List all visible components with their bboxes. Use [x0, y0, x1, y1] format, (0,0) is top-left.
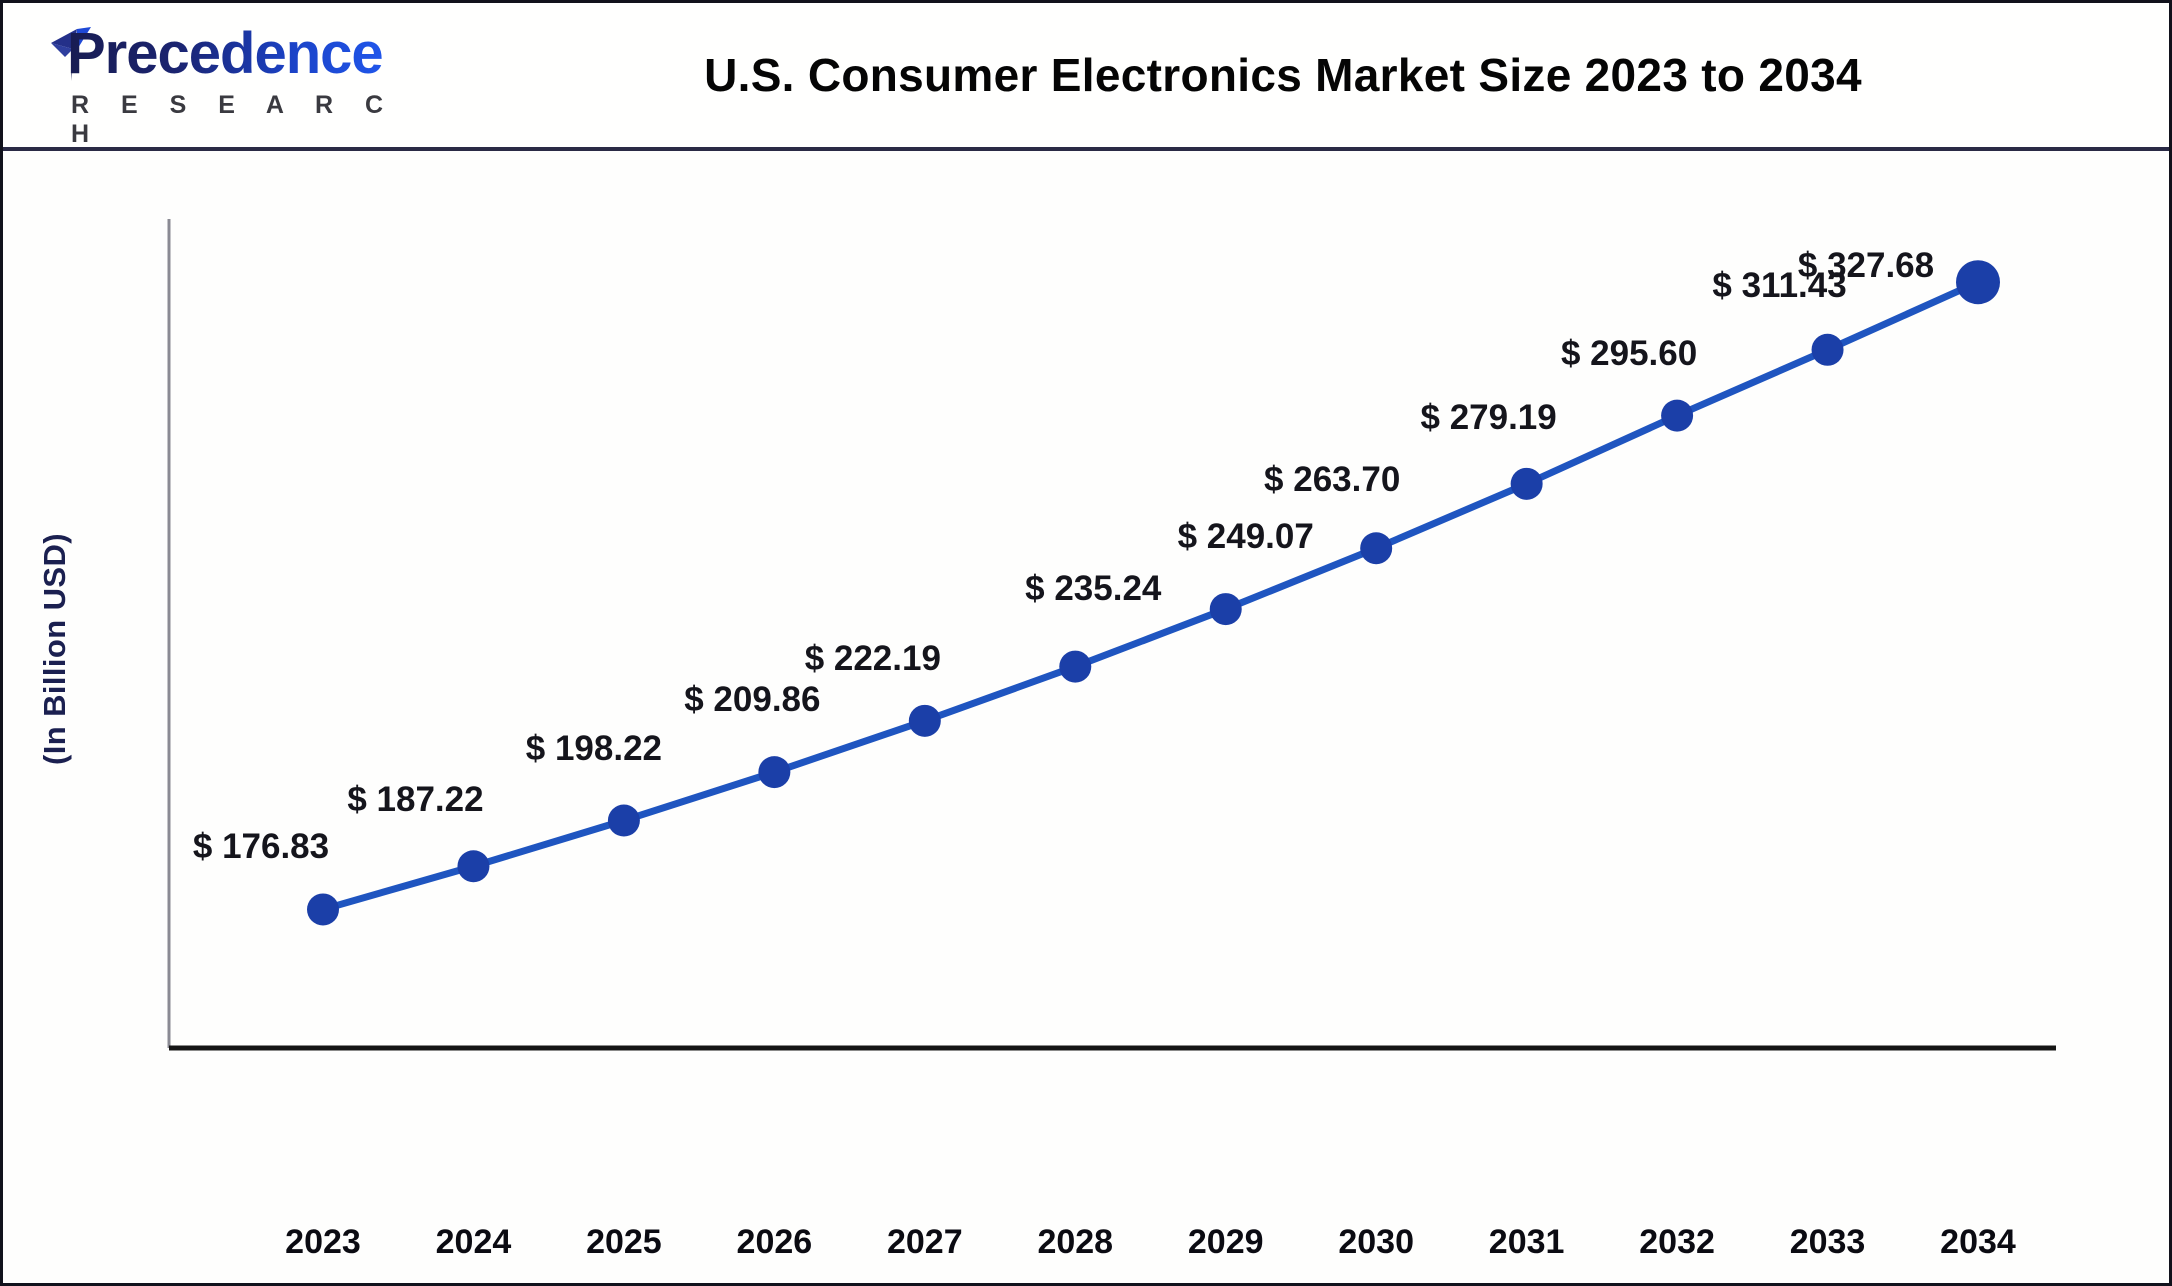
data-label-2026: $ 209.86 [684, 680, 821, 720]
data-label-2034: $ 327.68 [1797, 246, 1935, 286]
data-point-marker[interactable] [1956, 260, 2000, 305]
data-series-line [319, 278, 1982, 913]
data-label-2027: $ 222.19 [804, 638, 941, 678]
x-axis-tick-2029: 2029 [1187, 1223, 1264, 1261]
x-axis-tick-2030: 2030 [1338, 1223, 1414, 1261]
x-axis-tick-2034: 2034 [1940, 1223, 2016, 1261]
data-label-2028: $ 235.24 [1025, 568, 1162, 608]
brand-name: Precedence [67, 21, 384, 86]
data-point-marker[interactable] [607, 804, 640, 837]
data-point-marker[interactable] [1811, 333, 1844, 366]
line-chart-plot [167, 219, 2056, 1051]
precedence-logo-mark-icon [51, 27, 91, 81]
data-point-marker[interactable] [1661, 399, 1694, 432]
data-point-marker[interactable] [758, 756, 791, 789]
data-point-marker[interactable] [307, 893, 339, 926]
chart-container: (In Billion USD) 2023 2024 2025 2026 2027 202… [3, 151, 2169, 1281]
data-point-marker[interactable] [1360, 532, 1393, 565]
x-axis-tick-2025: 2025 [586, 1223, 662, 1261]
data-label-2025: $ 198.22 [525, 728, 663, 768]
data-label-2031: $ 279.19 [1420, 397, 1557, 437]
x-axis-tick-2027: 2027 [886, 1223, 963, 1261]
brand-logo: Precedence R E S E A R C H [47, 17, 397, 148]
data-label-2023: $ 176.83 [192, 827, 330, 867]
data-label-2029: $ 249.07 [1177, 517, 1314, 557]
data-point-marker[interactable] [457, 850, 490, 883]
data-label-2033: $ 311.43 [1712, 265, 1847, 305]
x-axis-tick-2028: 2028 [1037, 1223, 1114, 1261]
data-label-2032: $ 295.60 [1560, 333, 1698, 373]
data-point-marker[interactable] [1510, 467, 1543, 500]
page-header: Precedence R E S E A R C H U.S. Consumer… [3, 3, 2169, 151]
x-axis-tick-2024: 2024 [435, 1223, 512, 1261]
data-label-2024: $ 187.22 [347, 780, 484, 820]
brand-subtitle: R E S E A R C H [71, 91, 396, 148]
x-axis-tick-2031: 2031 [1488, 1223, 1565, 1261]
data-point-marker[interactable] [1209, 593, 1242, 626]
data-point-marker[interactable] [1059, 650, 1092, 683]
page-title: U.S. Consumer Electronics Market Size 20… [704, 49, 1862, 101]
x-axis-tick-2023: 2023 [285, 1223, 361, 1261]
data-label-2030: $ 263.70 [1264, 460, 1401, 500]
x-axis-tick-2032: 2032 [1639, 1223, 1715, 1261]
data-point-markers [307, 260, 2000, 926]
x-axis-tick-2033: 2033 [1789, 1223, 1866, 1261]
data-point-marker[interactable] [908, 704, 941, 737]
x-axis-tick-2026: 2026 [736, 1223, 813, 1261]
